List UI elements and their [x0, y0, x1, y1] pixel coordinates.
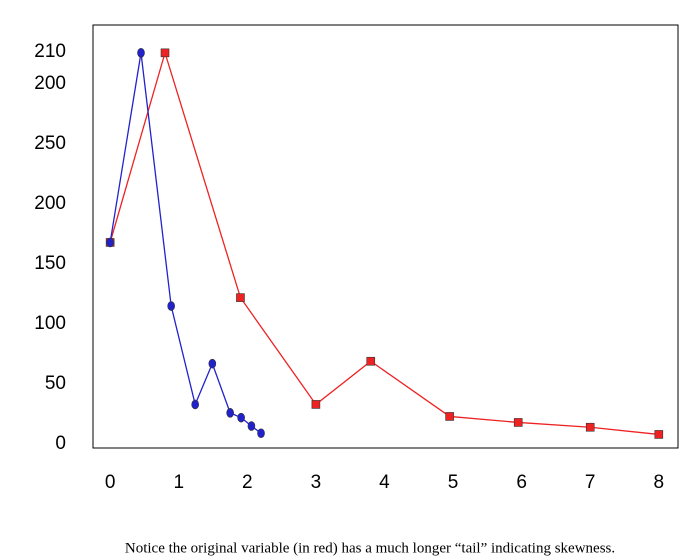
- x-tick-label: 7: [585, 472, 596, 493]
- point: [311, 400, 321, 409]
- point: [513, 418, 523, 427]
- x-tick-label: 5: [448, 472, 459, 493]
- point: [191, 399, 199, 410]
- point: [137, 48, 145, 58]
- point: [236, 293, 245, 302]
- y-tick-label: 0: [55, 433, 66, 454]
- y-tick-label: 200: [34, 73, 66, 94]
- point: [167, 301, 175, 311]
- y-tick-label: 50: [45, 373, 66, 394]
- y-tick-label: 200: [34, 193, 66, 214]
- point: [445, 412, 454, 421]
- y-tick-label: 210: [34, 41, 66, 62]
- x-tick-label: 6: [516, 472, 527, 493]
- x-tick-label: 2: [242, 472, 253, 493]
- point: [160, 48, 170, 58]
- y-tick-label: 100: [34, 313, 66, 334]
- x-tick-label: 3: [311, 472, 322, 493]
- y-tick-label: 150: [34, 253, 66, 274]
- point: [208, 358, 217, 369]
- point: [654, 430, 664, 439]
- point: [585, 422, 595, 432]
- series-line: [109, 52, 262, 434]
- point: [257, 428, 265, 439]
- point: [237, 412, 245, 423]
- x-tick-label: 0: [105, 472, 116, 493]
- series-line: [109, 50, 659, 436]
- point: [247, 421, 256, 431]
- point: [366, 356, 376, 366]
- point: [226, 408, 234, 418]
- x-tick-label: 8: [654, 472, 665, 493]
- caption: Notice the original variable (in red) ha…: [125, 540, 615, 556]
- x-tick-label: 4: [379, 472, 390, 493]
- y-tick-label: 250: [34, 133, 66, 154]
- point: [106, 237, 114, 248]
- plot-frame: [92, 24, 679, 449]
- x-tick-label: 1: [173, 472, 184, 493]
